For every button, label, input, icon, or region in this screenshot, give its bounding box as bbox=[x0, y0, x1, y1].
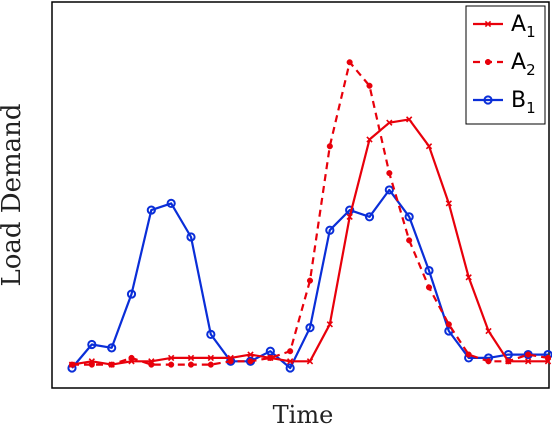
data-point-B1 bbox=[424, 265, 434, 276]
data-point-A1 bbox=[247, 351, 254, 358]
series-A2 bbox=[68, 59, 552, 368]
data-point-A1 bbox=[386, 119, 393, 126]
data-point-A1 bbox=[425, 143, 433, 150]
data-point-A1 bbox=[406, 116, 413, 123]
legend-box bbox=[465, 5, 546, 125]
data-point-A2 bbox=[128, 354, 135, 361]
data-point-A1 bbox=[465, 274, 472, 281]
data-point-A2 bbox=[445, 321, 452, 328]
data-point-A1 bbox=[346, 213, 353, 220]
data-point-B1 bbox=[166, 198, 176, 208]
data-point-A2 bbox=[168, 361, 175, 368]
data-point-B1 bbox=[285, 363, 295, 373]
series-layer bbox=[67, 59, 552, 373]
y-axis-label: Load Demand bbox=[0, 103, 27, 286]
data-point-A2 bbox=[108, 361, 115, 368]
data-point-A2 bbox=[207, 361, 214, 368]
legend-marker-A1 bbox=[484, 20, 492, 28]
data-point-A2 bbox=[306, 277, 314, 284]
data-point-A2 bbox=[267, 354, 274, 361]
series-line-B1 bbox=[71, 188, 548, 370]
data-point-A2 bbox=[287, 348, 294, 355]
legend-label-B1: B1 bbox=[511, 88, 536, 117]
data-point-B1 bbox=[305, 323, 315, 333]
data-point-B1 bbox=[107, 343, 117, 353]
data-point-A1 bbox=[207, 354, 214, 362]
data-point-A1 bbox=[525, 358, 532, 365]
data-point-A1 bbox=[168, 354, 175, 362]
data-point-A1 bbox=[187, 354, 195, 362]
legend-item-A2: A2 bbox=[473, 50, 536, 79]
data-point-A1 bbox=[306, 358, 314, 365]
data-point-A2 bbox=[148, 361, 155, 368]
data-point-A2 bbox=[326, 143, 333, 150]
data-point-B1 bbox=[126, 289, 137, 299]
data-point-A2 bbox=[544, 354, 552, 361]
legend-label-A2: A2 bbox=[511, 50, 536, 79]
legend-items: A1 A2 B1 bbox=[473, 12, 536, 117]
data-point-A2 bbox=[505, 358, 512, 365]
data-point-A2 bbox=[366, 82, 373, 89]
legend: A1 A2 B1 bbox=[465, 5, 546, 125]
data-point-A1 bbox=[326, 321, 333, 328]
data-point-A2 bbox=[346, 59, 353, 66]
legend-item-B1: B1 bbox=[473, 88, 536, 117]
legend-marker-A2 bbox=[484, 58, 492, 66]
legend-item-A1: A1 bbox=[473, 12, 536, 41]
data-point-B1 bbox=[364, 212, 375, 222]
legend-label-A1: A1 bbox=[511, 12, 536, 41]
data-point-B1 bbox=[265, 346, 275, 356]
data-point-A2 bbox=[425, 284, 433, 291]
data-point-A2 bbox=[88, 361, 95, 368]
data-point-B1 bbox=[325, 225, 335, 235]
data-point-A1 bbox=[445, 200, 452, 207]
data-point-A2 bbox=[525, 351, 532, 358]
data-point-A2 bbox=[406, 237, 413, 244]
data-point-A1 bbox=[485, 327, 492, 335]
data-point-A2 bbox=[247, 358, 254, 365]
data-point-B1 bbox=[186, 232, 196, 242]
data-point-B1 bbox=[384, 185, 394, 195]
data-point-A2 bbox=[386, 170, 393, 177]
data-point-A2 bbox=[68, 361, 76, 368]
legend-marker-B1 bbox=[483, 95, 493, 105]
data-point-B1 bbox=[206, 329, 216, 339]
data-point-A2 bbox=[465, 351, 472, 358]
data-point-A2 bbox=[485, 358, 492, 365]
plot-frame bbox=[51, 1, 550, 389]
data-point-A2 bbox=[227, 358, 234, 365]
data-point-B1 bbox=[146, 205, 156, 215]
data-point-B1 bbox=[404, 212, 414, 222]
data-point-B1 bbox=[87, 339, 97, 350]
x-axis-label: Time bbox=[273, 401, 334, 426]
data-point-A1 bbox=[366, 136, 373, 143]
data-point-A2 bbox=[187, 361, 195, 368]
data-point-A1 bbox=[287, 358, 294, 365]
